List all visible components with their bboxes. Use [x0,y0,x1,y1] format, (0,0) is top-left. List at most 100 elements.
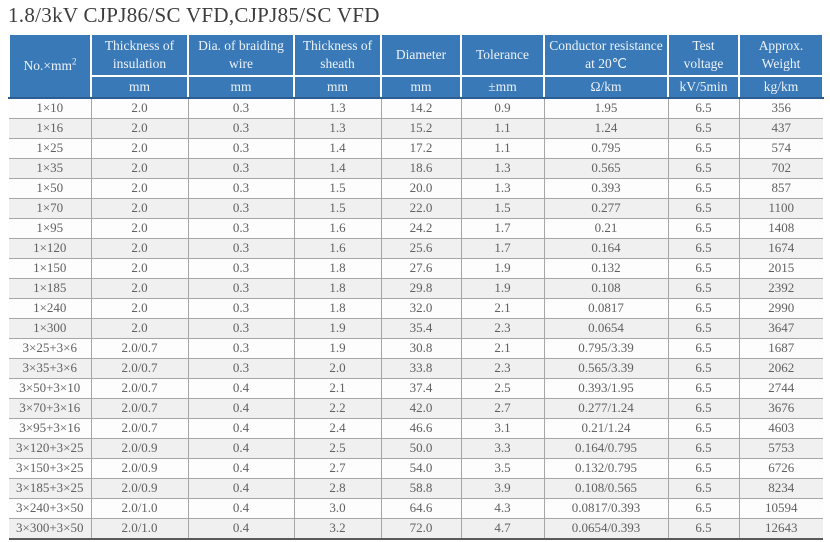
cell: 14.2 [380,97,462,119]
cell: 0.4 [187,437,295,459]
column-header-sheath-thickness: Thickness of sheath [293,33,382,77]
table-row: 1×150 2.0 0.3 1.8 27.6 1.9 0.132 6.5 2015 [9,257,823,279]
unit-conductor-resistance: Ω/km [543,75,669,99]
cell: 2062 [738,357,823,379]
cell: 3×150+3×25 [9,457,92,479]
cell: 2.0/0.9 [90,457,189,479]
cell: 2.0 [90,177,189,199]
cell: 0.164/0.795 [543,437,669,459]
cell: 72.0 [380,517,462,540]
table-row: 1×25 2.0 0.3 1.4 17.2 1.1 0.795 6.5 574 [9,137,823,159]
cell: 42.0 [380,397,462,419]
cell: 0.0817/0.393 [543,497,669,519]
cell: 0.3 [187,217,295,239]
cell: 2.1 [460,297,545,319]
cell: 46.6 [380,417,462,439]
cell: 1×50 [9,177,92,199]
cell: 0.795/3.39 [543,337,669,359]
cell: 0.0654/0.393 [543,517,669,540]
cell: 58.8 [380,477,462,499]
cell: 1.24 [543,117,669,139]
cell: 6.5 [667,337,740,359]
cell: 0.3 [187,137,295,159]
table-row: 3×150+3×25 2.0/0.9 0.4 2.7 54.0 3.5 0.132/0.79… [9,457,823,479]
table-row: 1×35 2.0 0.3 1.4 18.6 1.3 0.565 6.5 702 [9,157,823,179]
cell: 6.5 [667,417,740,439]
cell: 0.21/1.24 [543,417,669,439]
table-row: 3×240+3×50 2.0/1.0 0.4 3.0 64.6 4.3 0.0817/0.3… [9,497,823,519]
cell: 2.1 [293,377,382,399]
cell: 4603 [738,417,823,439]
cell: 3.3 [460,437,545,459]
cell: 6.5 [667,377,740,399]
cell: 64.6 [380,497,462,519]
cell: 1×10 [9,97,92,119]
cell: 6.5 [667,237,740,259]
cell: 0.3 [187,257,295,279]
table-row: 3×300+3×50 2.0/1.0 0.4 3.2 72.0 4.7 0.0654/0.3… [9,517,823,540]
cell: 0.4 [187,477,295,499]
cell: 25.6 [380,237,462,259]
cell: 2.0 [90,237,189,259]
cell: 437 [738,117,823,139]
cell: 2.0 [90,317,189,339]
cell: 0.132 [543,257,669,279]
cell: 1687 [738,337,823,359]
cell: 2392 [738,277,823,299]
cell: 1×16 [9,117,92,139]
cell: 0.3 [187,197,295,219]
cell: 2.2 [293,397,382,419]
cell: 3×95+3×16 [9,417,92,439]
table-row: 1×95 2.0 0.3 1.6 24.2 1.7 0.21 6.5 1408 [9,217,823,239]
cell: 18.6 [380,157,462,179]
cell: 0.3 [187,237,295,259]
cell: 1.8 [293,257,382,279]
cell: 54.0 [380,457,462,479]
unit-tolerance: ±mm [460,75,545,99]
cell: 0.393 [543,177,669,199]
cell: 0.164 [543,237,669,259]
cell: 2.0/0.7 [90,357,189,379]
cell: 1.3 [460,177,545,199]
cell: 2.0 [90,257,189,279]
cell: 50.0 [380,437,462,459]
cell: 2.7 [293,457,382,479]
cell: 2.0 [90,217,189,239]
cell: 1.95 [543,97,669,119]
cell: 0.795 [543,137,669,159]
cell: 2.0 [293,357,382,379]
cell: 3×35+3×6 [9,357,92,379]
table-row: 3×120+3×25 2.0/0.9 0.4 2.5 50.0 3.3 0.164/0.79… [9,437,823,459]
table-row: 1×300 2.0 0.3 1.9 35.4 2.3 0.0654 6.5 3647 [9,317,823,339]
table-body: 1×10 2.0 0.3 1.3 14.2 0.9 1.95 6.5 356 1×16 2.0 0.3… [9,97,823,540]
cell: 4.7 [460,517,545,540]
cell: 10594 [738,497,823,519]
cell: 22.0 [380,197,462,219]
column-header-braiding-wire-dia: Dia. of braiding wire [187,33,295,77]
cell: 1.8 [293,277,382,299]
cell: 6.5 [667,117,740,139]
cell: 1.5 [293,177,382,199]
cell: 6.5 [667,437,740,459]
column-header-tolerance: Tolerance [460,33,545,77]
table-row: 1×10 2.0 0.3 1.3 14.2 0.9 1.95 6.5 356 [9,97,823,119]
cell: 8234 [738,477,823,499]
cell: 1×240 [9,297,92,319]
cell: 6.5 [667,97,740,119]
cell: 0.3 [187,277,295,299]
cable-spec-table: No.×mm2 Thickness of insulation Dia. of … [8,33,824,540]
header-label-row: No.×mm2 Thickness of insulation Dia. of … [8,33,824,99]
cell: 17.2 [380,137,462,159]
cell: 6.5 [667,257,740,279]
cell: 0.0817 [543,297,669,319]
table-row: 1×70 2.0 0.3 1.5 22.0 1.5 0.277 6.5 1100 [9,197,823,219]
cell: 1×120 [9,237,92,259]
cell: 1.5 [293,197,382,219]
cell: 32.0 [380,297,462,319]
cell: 0.3 [187,117,295,139]
cell: 0.21 [543,217,669,239]
unit-braiding-wire-dia: mm [187,75,295,99]
cell: 6726 [738,457,823,479]
cell: 1408 [738,217,823,239]
cell: 1.4 [293,137,382,159]
